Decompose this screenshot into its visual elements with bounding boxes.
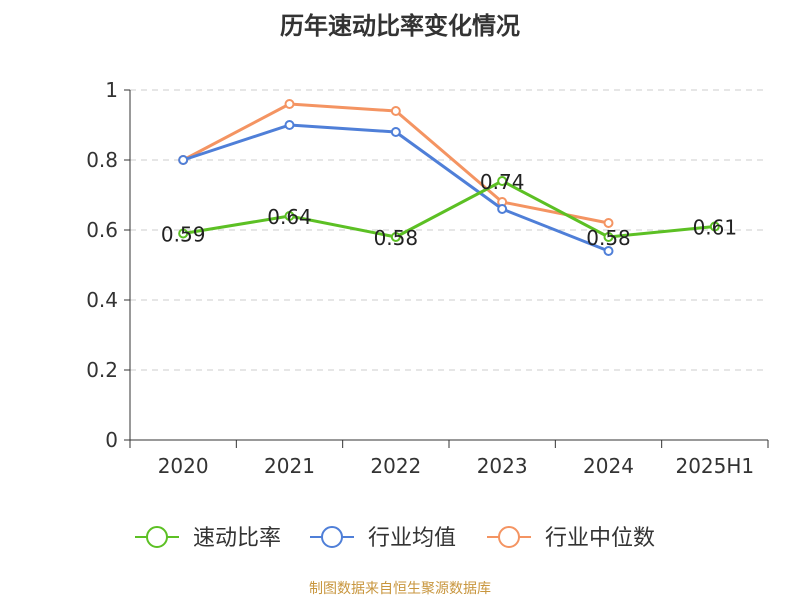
y-tick-label: 0.2 xyxy=(86,358,118,382)
data-point xyxy=(390,127,401,137)
data-label: 0.74 xyxy=(480,170,525,194)
y-tick-label: 1 xyxy=(105,78,118,102)
y-tick-label: 0.8 xyxy=(86,148,118,172)
x-tick-label: 2024 xyxy=(583,454,634,478)
chart-title: 历年速动比率变化情况 xyxy=(280,12,520,40)
legend-marker xyxy=(321,526,343,548)
y-tick-label: 0.6 xyxy=(86,218,118,242)
legend-label: 速动比率 xyxy=(193,526,281,551)
data-label: 0.61 xyxy=(693,216,738,240)
data-point xyxy=(603,232,614,242)
x-tick-label: 2021 xyxy=(264,454,315,478)
data-point xyxy=(603,246,614,256)
data-label: 0.59 xyxy=(161,223,206,247)
series-line-2 xyxy=(182,102,609,225)
data-point xyxy=(497,204,508,214)
x-tick-label: 2023 xyxy=(477,454,528,478)
x-tick-label: 2022 xyxy=(370,454,421,478)
legend-marker xyxy=(498,526,520,548)
series-line-0 xyxy=(182,179,715,239)
x-tick-label: 2025H1 xyxy=(675,454,754,478)
data-point xyxy=(497,176,508,186)
data-label: 0.58 xyxy=(586,226,631,250)
data-point xyxy=(178,155,189,165)
data-label: 0.64 xyxy=(267,205,312,229)
data-label: 0.58 xyxy=(374,226,419,250)
data-point xyxy=(603,218,614,228)
legend-label: 行业中位数 xyxy=(545,526,655,551)
legend-label: 行业均值 xyxy=(368,526,456,551)
y-tick-label: 0 xyxy=(105,428,118,452)
data-point xyxy=(390,232,401,242)
data-source-note: 制图数据来自恒生聚源数据库 xyxy=(309,581,491,597)
data-point xyxy=(390,106,401,116)
data-point xyxy=(284,99,295,109)
data-point xyxy=(284,120,295,130)
data-point xyxy=(709,221,720,232)
legend-marker xyxy=(146,526,168,548)
data-point xyxy=(178,228,189,239)
data-point xyxy=(284,211,295,221)
x-tick-label: 2020 xyxy=(158,454,209,478)
y-tick-label: 0.4 xyxy=(86,288,118,312)
